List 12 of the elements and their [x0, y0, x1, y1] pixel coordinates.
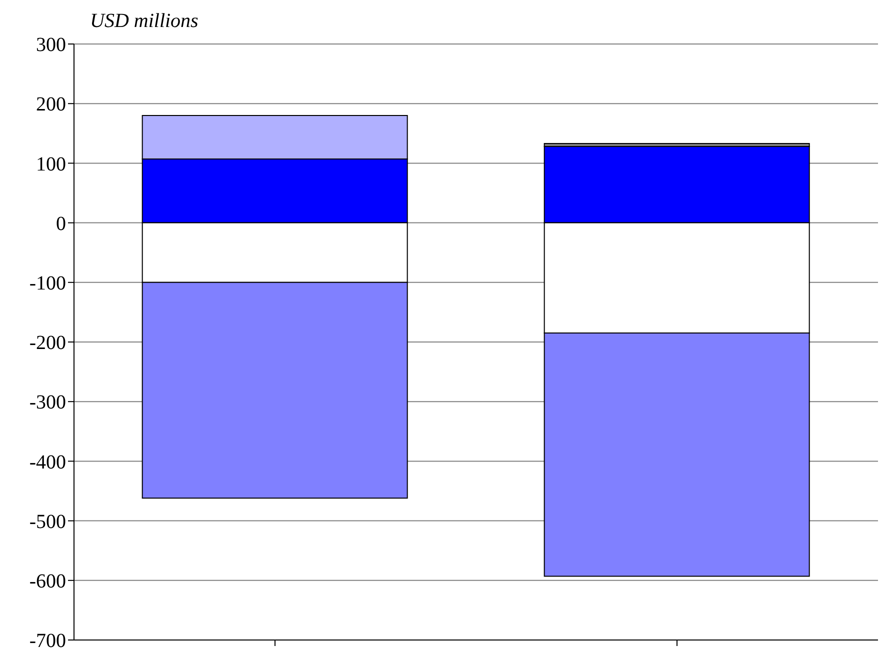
y-tick-label: -700: [29, 630, 66, 651]
y-tick-label: 300: [36, 34, 66, 56]
y-tick-label: 100: [36, 153, 66, 176]
y-tick-label: 0: [56, 212, 66, 235]
y-tick-label: -500: [29, 510, 66, 533]
y-tick-label: -300: [29, 392, 66, 414]
y-tick-label: -400: [29, 451, 66, 474]
y-tick-label: 200: [36, 94, 66, 116]
y-axis-title: USD millions: [90, 10, 198, 33]
y-tick-label: -200: [29, 332, 66, 354]
y-tick-label: -100: [29, 272, 66, 294]
y-tick-label: -600: [29, 570, 66, 592]
